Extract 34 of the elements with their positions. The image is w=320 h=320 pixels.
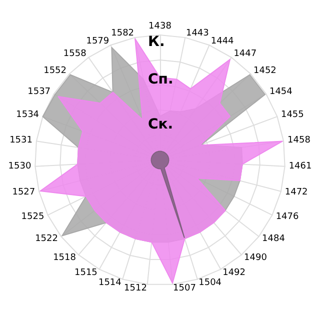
text: К.	[148, 34, 165, 50]
spoke-label: 1507	[173, 283, 196, 294]
spoke-label: 1525	[21, 212, 44, 222]
spoke-label: 1492	[222, 268, 246, 278]
spoke-label: 1447	[234, 49, 257, 60]
spoke-label: 1514	[98, 278, 122, 288]
spoke-label: 1512	[124, 283, 147, 294]
spoke-label: 1537	[28, 86, 51, 97]
spoke-label: 1443	[186, 28, 209, 39]
spoke-label: 1484	[262, 234, 286, 244]
text: Сп.	[148, 71, 174, 88]
spoke-label: 1476	[276, 212, 299, 222]
spoke-label: 1522	[35, 234, 58, 244]
spoke-label: 1527	[12, 187, 36, 198]
spoke-label: 1515	[74, 268, 98, 278]
spoke-label: 1472	[284, 187, 308, 198]
spoke-label: 1558	[63, 49, 87, 60]
spoke-label: 1454	[269, 86, 293, 97]
text: Ск.	[148, 116, 174, 132]
spoke-label: 1531	[10, 135, 32, 146]
spoke-label: 1552	[44, 66, 66, 76]
spoke-label: 1504	[198, 278, 222, 288]
spoke-label: 1518	[53, 252, 76, 263]
spoke-label: 1444	[210, 36, 234, 46]
spoke-label: 1579	[86, 36, 110, 46]
spoke-label: 1530	[8, 162, 32, 172]
spoke-label: 1582	[111, 28, 134, 39]
spoke-label: 1452	[254, 66, 276, 76]
spoke-label: 1455	[280, 110, 304, 120]
spoke-label: 1458	[288, 135, 311, 146]
spoke-label: 1438	[148, 22, 172, 32]
spoke-label: 1534	[16, 110, 40, 120]
spoke-label: 1461	[288, 162, 312, 172]
spoke-label: 1490	[244, 252, 268, 263]
